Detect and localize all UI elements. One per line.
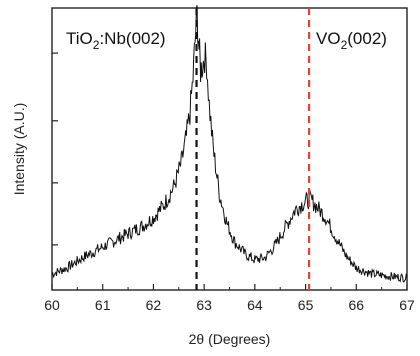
x-tick-label: 66 [348, 297, 364, 313]
x-tick-label: 62 [146, 297, 162, 313]
x-tick-label: 63 [196, 297, 212, 313]
xrd-trace [51, 5, 408, 283]
x-tick-label: 67 [399, 297, 415, 313]
y-axis-title: Intensity (A.U.) [11, 103, 27, 196]
x-tick-label: 60 [44, 297, 60, 313]
x-axis-title: 2θ (Degrees) [189, 331, 271, 347]
x-tick-label: 64 [247, 297, 263, 313]
tio2-peak-label: TiO2:Nb(002) [66, 29, 166, 52]
vo2-peak-label: VO2(002) [316, 29, 387, 52]
x-tick-label: 65 [298, 297, 314, 313]
plot-area: 60 61 62 63 64 65 66 67 TiO2:Nb(002) VO2(002) [44, 5, 415, 313]
plot-frame [51, 7, 408, 291]
x-tick-label: 61 [95, 297, 111, 313]
